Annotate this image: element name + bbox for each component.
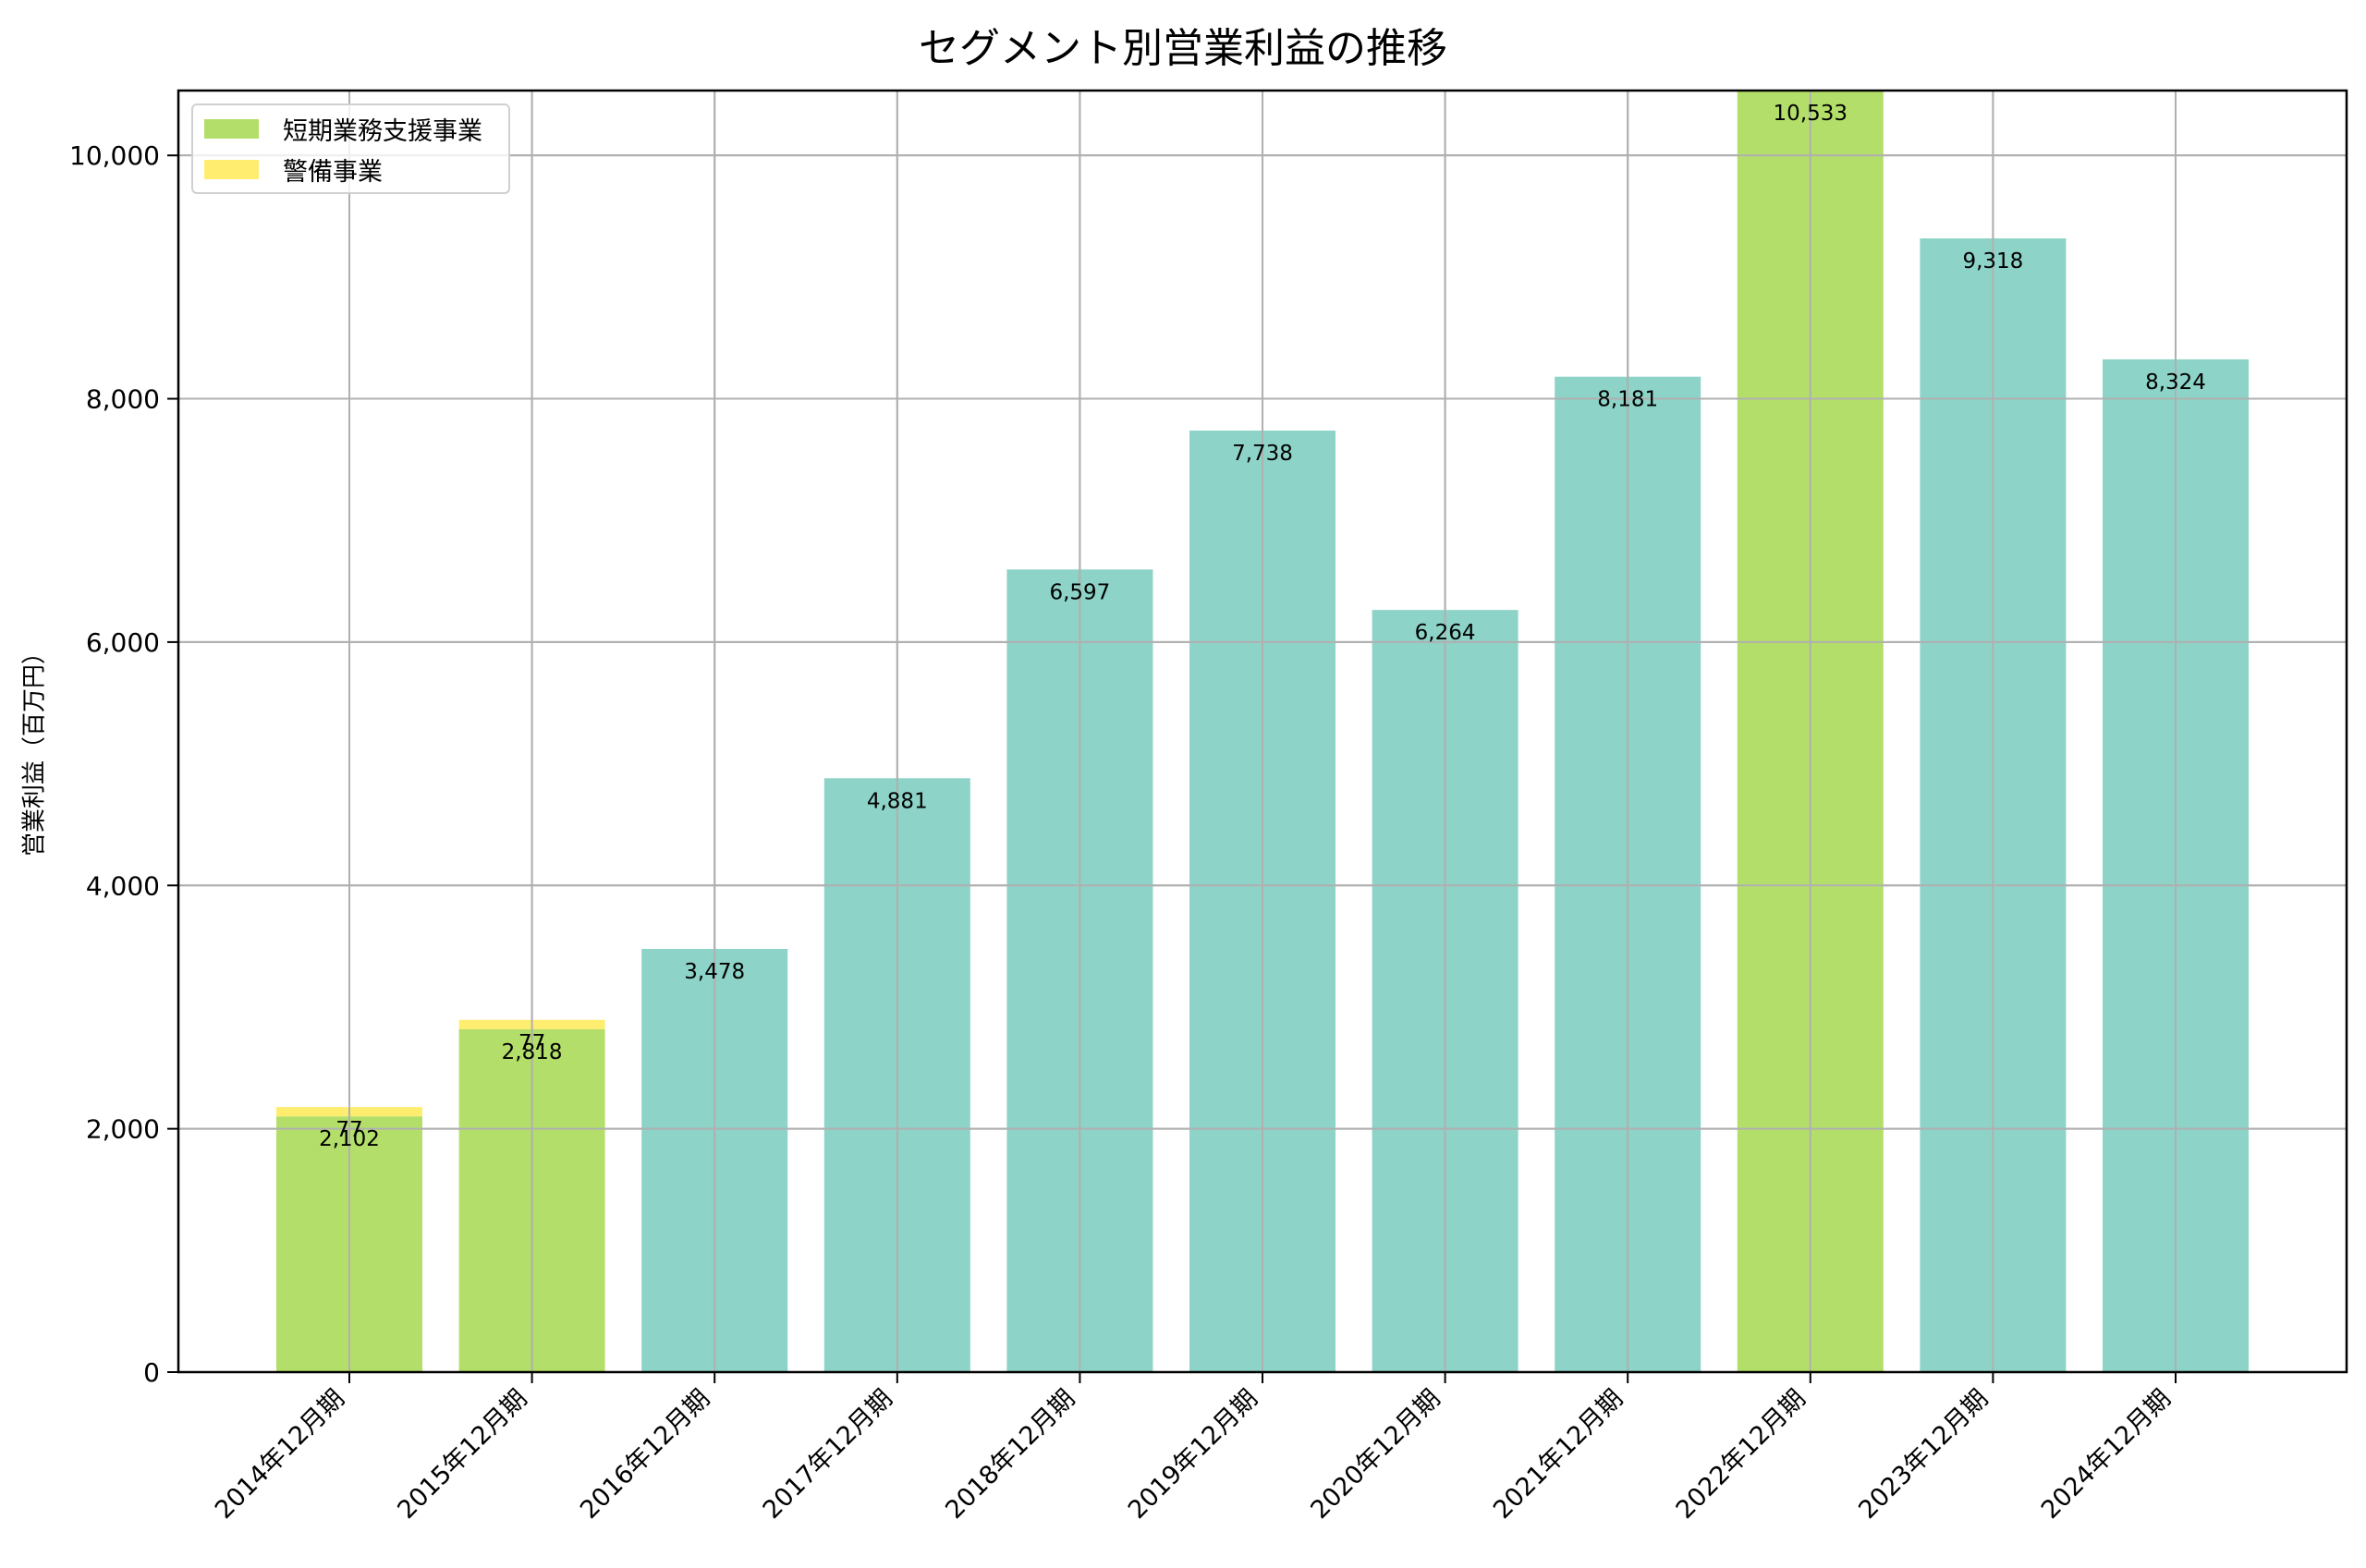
y-tick-label: 0 [143,1357,160,1388]
legend: 短期業務支援事業 警備事業 [191,103,510,194]
bar-value-label: 77 [335,1118,362,1142]
y-axis-ticks: 0 2,000 4,000 6,000 8,000 10,000 [69,140,178,1388]
legend-item-security: 警備事業 [204,155,383,187]
chart-title: セグメント別営業利益の推移 [919,25,1447,72]
x-axis-ticks: 2014年12月期 2015年12月期 2016年12月期 2017年12月期 2018… [210,1372,2177,1525]
bar-value-label: 8,181 [1597,388,1658,412]
bar-value-label: 2,818 [502,1040,563,1064]
y-tick-label: 4,000 [86,870,160,901]
bar-value-label: 3,478 [684,960,745,984]
bar-value-label: 9,318 [1962,249,2023,273]
legend-label: 短期業務支援事業 [283,116,482,146]
legend-swatch-yellow [204,159,259,179]
x-tick-label: 2015年12月期 [392,1384,532,1525]
bar-value-label: 8,324 [2145,371,2206,395]
bar-value-label: 77 [518,1031,545,1055]
x-tick-label: 2023年12月期 [1853,1384,1994,1525]
legend-item-short-term-support: 短期業務支援事業 [204,115,482,146]
bar-value-label: 10,533 [1774,102,1848,126]
x-tick-label: 2019年12月期 [1123,1384,1263,1525]
x-tick-label: 2022年12月期 [1671,1384,1811,1525]
bar-value-label: 6,264 [1415,621,1476,645]
x-tick-label: 2020年12月期 [1305,1384,1445,1525]
bar-value-labels: 2,102772,818773,4784,8816,5977,7386,2648… [319,102,2206,1151]
x-tick-label: 2018年12月期 [940,1384,1080,1525]
legend-label: 警備事業 [283,157,383,187]
y-tick-label: 10,000 [69,140,160,171]
x-tick-label: 2016年12月期 [575,1384,715,1525]
y-tick-label: 2,000 [86,1114,160,1145]
grid-lines-overlay [178,91,2347,1372]
legend-swatch-green [204,118,259,139]
x-tick-label: 2021年12月期 [1488,1384,1628,1525]
y-tick-label: 8,000 [86,384,160,415]
bar-value-label: 2,102 [319,1127,380,1151]
y-tick-label: 6,000 [86,627,160,658]
bar-value-label: 7,738 [1232,442,1293,466]
bar-value-label: 4,881 [867,789,928,813]
bar-value-label: 6,597 [1049,580,1110,604]
x-tick-label: 2014年12月期 [210,1384,350,1525]
x-tick-label: 2024年12月期 [2036,1384,2177,1525]
x-tick-label: 2017年12月期 [758,1384,898,1525]
